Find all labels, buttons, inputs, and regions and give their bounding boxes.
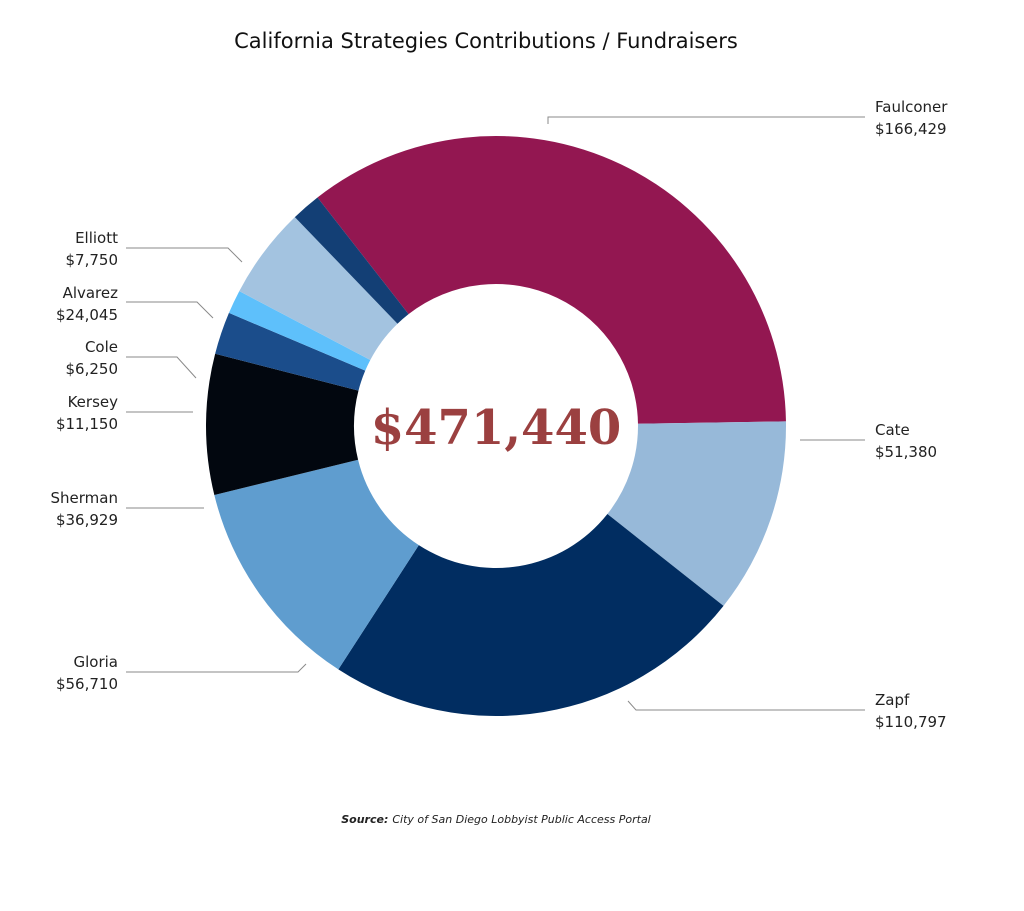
source-text: City of San Diego Lobbyist Public Access… [392,813,650,826]
slice-kersey [215,312,366,391]
slice-gloria [214,459,419,670]
label-value-alvarez: $24,045 [56,306,118,324]
label-value-kersey: $11,150 [56,415,118,433]
leader-line-alvarez [126,301,214,319]
label-value-faulconer: $166,429 [875,120,947,138]
leader-line-faulconer [547,116,865,124]
label-value-zapf: $110,797 [875,713,947,731]
slice-elliott [294,197,409,324]
source-prefix: Source: [341,813,388,826]
slice-cate [607,421,786,606]
leader-line-elliott [126,247,243,263]
label-value-cate: $51,380 [875,443,937,461]
leader-line-zapf [627,700,865,711]
label-value-sherman: $36,929 [56,511,118,529]
label-name-kersey: Kersey [68,393,119,411]
leader-lines [126,116,865,711]
leader-line-cole [126,356,197,379]
chart-title: California Strategies Contributions / Fu… [234,29,738,53]
source-note: Source: City of San Diego Lobbyist Public… [341,813,651,826]
slices-group [206,136,786,716]
label-name-faulconer: Faulconer [875,98,948,116]
label-name-cate: Cate [875,421,910,439]
label-name-sherman: Sherman [51,489,118,507]
label-value-elliott: $7,750 [66,251,119,269]
label-value-cole: $6,250 [66,360,119,378]
label-name-gloria: Gloria [74,653,119,671]
center-total-label: $471,440 [371,400,622,456]
label-name-zapf: Zapf [875,691,910,709]
slice-faulconer [317,136,786,424]
slice-cole [228,291,371,371]
leader-line-gloria [126,663,307,673]
slice-alvarez [239,217,398,360]
slice-sherman [206,353,359,496]
label-value-gloria: $56,710 [56,675,118,693]
label-name-elliott: Elliott [75,229,118,247]
label-name-alvarez: Alvarez [63,284,119,302]
slice-zapf [338,514,724,716]
label-name-cole: Cole [85,338,118,356]
slice-labels: Faulconer $166,429 Cate $51,380 Zapf $110,797… [51,98,949,731]
